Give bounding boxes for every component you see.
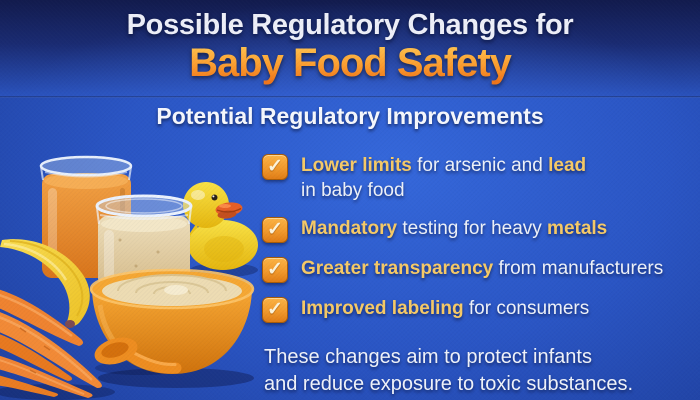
checklist-item: ✓ Greater transparency from manufacturers bbox=[262, 256, 694, 283]
plain-text: in baby food bbox=[301, 180, 405, 201]
baby-food-photo bbox=[0, 155, 258, 400]
footer-line-2: and reduce exposure to toxic substances. bbox=[264, 373, 634, 395]
title-line-2: Baby Food Safety bbox=[0, 41, 700, 86]
highlighted-text: metals bbox=[547, 218, 608, 239]
checkbox-checked-icon: ✓ bbox=[262, 154, 288, 180]
banana-icon bbox=[0, 239, 90, 328]
checklist: ✓ Lower limits for arsenic and lead in bab… bbox=[262, 153, 694, 336]
checkbox-checked-icon: ✓ bbox=[262, 257, 288, 283]
highlighted-text: lead bbox=[548, 155, 587, 176]
header-divider bbox=[0, 96, 700, 98]
plain-text: from manufacturers bbox=[493, 258, 664, 279]
footer-text: These changes aim to protect infants and… bbox=[264, 344, 694, 398]
rubber-duck-icon bbox=[183, 182, 258, 270]
checkbox-checked-icon: ✓ bbox=[262, 217, 288, 243]
plain-text: testing for heavy bbox=[397, 218, 548, 239]
subtitle: Potential Regulatory Improvements bbox=[156, 103, 544, 129]
footer-line-1: These changes aim to protect infants bbox=[264, 346, 592, 368]
checklist-item-text: Greater transparency from manufacturers bbox=[301, 256, 663, 281]
highlighted-text: Greater transparency bbox=[301, 258, 494, 279]
checklist-item-text: Improved labeling for consumers bbox=[301, 296, 589, 321]
feeding-spoon-icon bbox=[94, 337, 182, 374]
checklist-item-text: Lower limits for arsenic and lead in baby… bbox=[301, 153, 586, 203]
highlighted-text: Improved labeling bbox=[301, 298, 464, 319]
checklist-item: ✓ Improved labeling for consumers bbox=[262, 296, 694, 323]
checkbox-checked-icon: ✓ bbox=[262, 297, 288, 323]
plain-text: for consumers bbox=[463, 298, 590, 319]
checklist-item: ✓ Mandatory testing for heavy metals bbox=[262, 216, 694, 243]
plain-text: for arsenic and bbox=[411, 155, 549, 176]
carrot-bunch-icon bbox=[0, 289, 102, 398]
checklist-item-text: Mandatory testing for heavy metals bbox=[301, 216, 607, 241]
highlighted-text: Lower limits bbox=[301, 155, 412, 176]
header-band bbox=[0, 0, 700, 97]
title-line-1: Possible Regulatory Changes for bbox=[126, 9, 574, 41]
highlighted-text: Mandatory bbox=[301, 218, 398, 239]
checklist-item: ✓ Lower limits for arsenic and lead in bab… bbox=[262, 153, 694, 203]
